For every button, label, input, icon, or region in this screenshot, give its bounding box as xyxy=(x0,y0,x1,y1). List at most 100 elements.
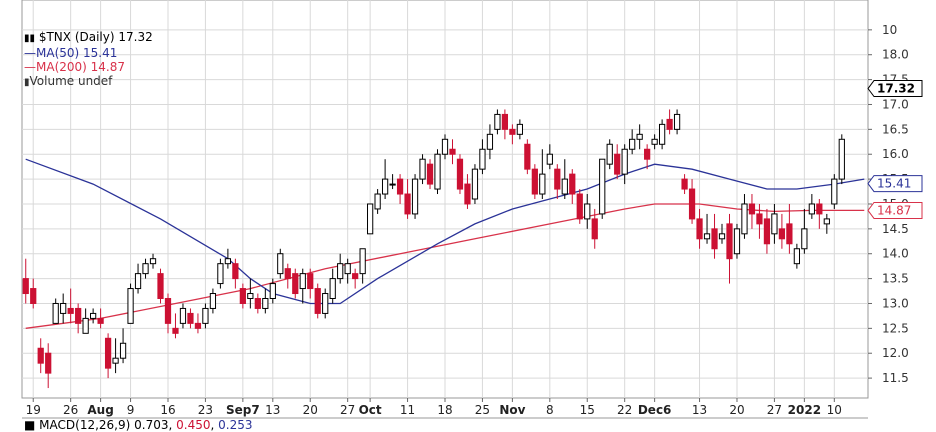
candle xyxy=(501,109,509,140)
candle-body xyxy=(247,293,254,299)
candle xyxy=(247,278,254,309)
candle xyxy=(509,124,516,145)
candle xyxy=(681,174,688,195)
candle xyxy=(179,303,187,329)
candle xyxy=(554,164,561,199)
candle xyxy=(666,109,673,135)
candle-body xyxy=(134,273,142,290)
candle-body xyxy=(359,248,366,275)
legend-ma200-text: MA(200) 14.87 xyxy=(36,60,125,74)
candle xyxy=(688,179,696,224)
candle-body xyxy=(179,307,187,324)
candle-body xyxy=(711,228,718,250)
legend-title-text: $TNX (Daily) 17.32 xyxy=(38,30,153,44)
candle-body xyxy=(733,228,741,255)
candle-body xyxy=(209,293,217,309)
candle-body xyxy=(486,133,494,150)
candle-body xyxy=(666,118,673,130)
candle xyxy=(823,213,830,234)
candle xyxy=(621,144,628,185)
candle-body xyxy=(539,173,546,195)
candle-body xyxy=(202,307,209,324)
ma50-path xyxy=(25,158,865,305)
candle xyxy=(479,139,486,175)
candle xyxy=(112,338,119,374)
candle-body xyxy=(441,138,449,155)
candle-body xyxy=(763,218,771,245)
ma200-swatch-icon: — xyxy=(24,60,36,74)
candle xyxy=(808,194,815,219)
macd-name: MACD(12,26,9) xyxy=(39,418,131,432)
price-tag: 14.87 xyxy=(867,201,923,219)
ma50-line xyxy=(25,158,865,305)
candle-body xyxy=(75,307,82,324)
candle-body xyxy=(127,288,134,324)
candle xyxy=(254,293,261,314)
candle-body xyxy=(756,213,763,225)
candle xyxy=(262,288,269,314)
y-tick-label: 17.0 xyxy=(882,97,909,111)
candle xyxy=(277,248,284,279)
candle xyxy=(134,263,142,294)
candle xyxy=(359,248,366,284)
candle-body xyxy=(554,168,561,190)
candle xyxy=(344,258,351,284)
x-tick-label: Dec6 xyxy=(638,403,672,417)
candle-body xyxy=(479,148,486,170)
candle-body xyxy=(90,312,97,319)
candle xyxy=(97,308,104,329)
candle-body xyxy=(629,138,636,150)
candle xyxy=(67,288,74,324)
candle xyxy=(831,174,838,209)
candle-body xyxy=(381,178,389,195)
x-tick-label: 27 xyxy=(767,403,782,417)
candle-body xyxy=(374,193,381,210)
candle xyxy=(292,268,299,299)
candle-body xyxy=(67,307,74,314)
candle-body xyxy=(411,178,419,215)
y-tick-label: 14.0 xyxy=(882,247,909,261)
price-tag-box xyxy=(867,201,923,219)
candle-body xyxy=(599,158,606,215)
candle xyxy=(569,169,576,204)
candle xyxy=(516,119,523,140)
candle xyxy=(322,288,329,319)
candle xyxy=(45,343,52,389)
x-tick-label: 20 xyxy=(729,403,744,417)
candle xyxy=(703,213,711,244)
candle xyxy=(786,203,793,254)
candle-body xyxy=(239,288,246,304)
candle xyxy=(673,109,681,135)
x-tick-label: 8 xyxy=(546,403,554,417)
candle xyxy=(636,124,643,150)
candle-body xyxy=(501,113,509,130)
candle xyxy=(232,258,239,289)
candle-body xyxy=(614,153,621,175)
candle-body xyxy=(621,148,628,175)
candle xyxy=(367,203,374,235)
candle xyxy=(718,223,726,244)
y-tick-label: 16.5 xyxy=(882,122,909,136)
candle xyxy=(299,268,306,304)
candle-body xyxy=(104,337,112,369)
candle xyxy=(733,223,741,259)
candle xyxy=(142,258,149,279)
candle xyxy=(22,258,29,304)
candle xyxy=(217,258,224,289)
y-tick-label: 13.0 xyxy=(882,296,909,310)
candle-body xyxy=(831,178,838,205)
candle-body xyxy=(164,298,172,324)
candle-body xyxy=(516,123,523,135)
candle xyxy=(539,149,546,199)
candle-body xyxy=(194,322,202,329)
candle-body xyxy=(531,168,538,195)
candle xyxy=(149,253,157,269)
candle xyxy=(337,253,344,284)
price-tag: 17.32 xyxy=(867,80,923,98)
candle-body xyxy=(688,188,696,220)
candle-body xyxy=(404,193,411,215)
x-tick-label: 13 xyxy=(692,403,707,417)
x-tick-label: 26 xyxy=(63,403,78,417)
x-tick-label: 18 xyxy=(437,403,452,417)
